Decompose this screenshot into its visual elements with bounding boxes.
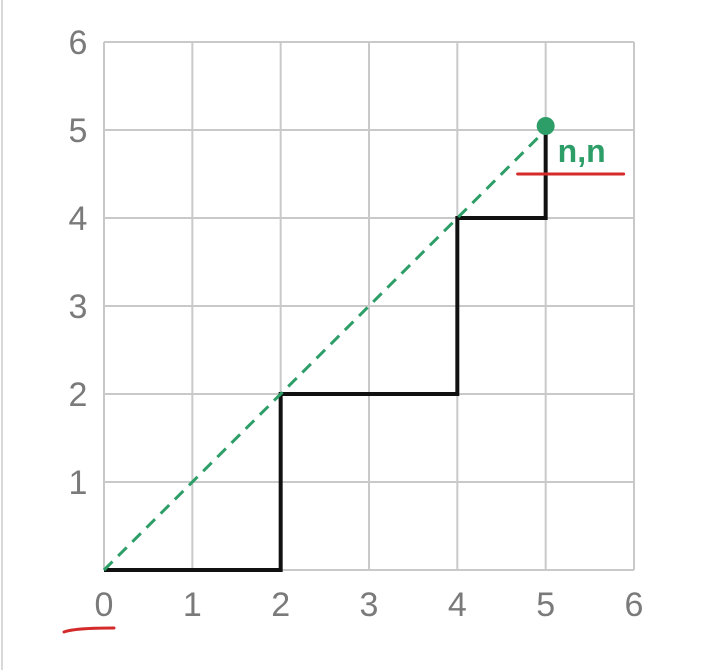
y-tick-label: 4	[69, 200, 88, 238]
endpoint-label: n,n	[558, 133, 606, 169]
x-tick-label: 5	[536, 586, 555, 624]
x-tick-label: 3	[360, 586, 379, 624]
grid	[103, 41, 635, 571]
y-axis-ticks: 1 2 3 4 5 6	[69, 24, 88, 502]
y-tick-label: 5	[69, 112, 88, 150]
x-tick-label: 0	[95, 586, 114, 624]
series-layer	[102, 128, 548, 572]
y-tick-label: 2	[69, 376, 88, 414]
lattice-path-line	[104, 130, 548, 572]
x-tick-label: 1	[183, 586, 202, 624]
x-axis-ticks: 0 1 2 3 4 5 6	[95, 586, 644, 624]
y-tick-label: 6	[69, 24, 88, 62]
y-tick-label: 3	[69, 288, 88, 326]
diagonal-dashed-line	[102, 128, 547, 572]
x-tick-label: 6	[625, 586, 644, 624]
annotation-layer: n,n	[62, 117, 626, 634]
x-tick-label: 2	[271, 586, 290, 624]
endpoint-marker	[536, 117, 555, 135]
x-tick-label: 4	[448, 586, 467, 624]
origin-underline	[62, 626, 116, 634]
y-tick-label: 1	[69, 464, 88, 502]
